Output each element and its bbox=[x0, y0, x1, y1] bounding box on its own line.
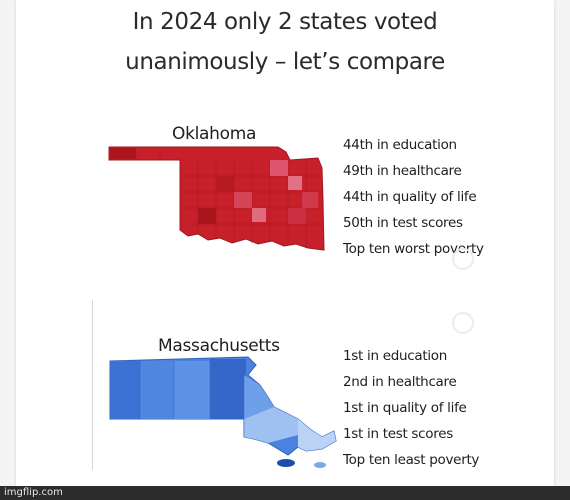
massachusetts-fact: Top ten least poverty bbox=[343, 452, 480, 468]
massachusetts-map bbox=[109, 356, 337, 468]
divider-line bbox=[92, 300, 93, 470]
oklahoma-map bbox=[108, 146, 325, 251]
island-nantucket bbox=[314, 462, 326, 468]
massachusetts-facts: 1st in education 2nd in healthcare 1st i… bbox=[343, 343, 479, 473]
headline-line-1: In 2024 only 2 states voted bbox=[132, 9, 438, 35]
massachusetts-title: Massachusetts bbox=[158, 336, 280, 356]
oklahoma-fact: 44th in quality of life bbox=[343, 189, 477, 205]
oklahoma-outline bbox=[108, 146, 325, 251]
faint-circle-icon bbox=[452, 248, 474, 270]
massachusetts-fact: 1st in test scores bbox=[343, 426, 453, 442]
oklahoma-facts: 44th in education 49th in healthcare 44t… bbox=[343, 132, 484, 262]
oklahoma-fact: 49th in healthcare bbox=[343, 163, 462, 179]
headline: In 2024 only 2 states voted unanimously … bbox=[0, 2, 570, 82]
massachusetts-county-shades bbox=[110, 359, 336, 455]
watermark: imgflip.com bbox=[4, 487, 63, 498]
oklahoma-title: Oklahoma bbox=[172, 124, 257, 144]
footer-bar: imgflip.com bbox=[0, 486, 570, 500]
oklahoma-fact: Top ten worst poverty bbox=[343, 241, 484, 257]
oklahoma-county-shades bbox=[110, 148, 318, 224]
island-martha-vineyard bbox=[277, 459, 295, 467]
massachusetts-fact: 1st in quality of life bbox=[343, 400, 467, 416]
massachusetts-fact: 1st in education bbox=[343, 348, 447, 364]
headline-line-2: unanimously – let’s compare bbox=[125, 49, 445, 75]
faint-search-icon bbox=[452, 312, 474, 334]
oklahoma-fact: 50th in test scores bbox=[343, 215, 463, 231]
massachusetts-fact: 2nd in healthcare bbox=[343, 374, 457, 390]
oklahoma-fact: 44th in education bbox=[343, 137, 457, 153]
